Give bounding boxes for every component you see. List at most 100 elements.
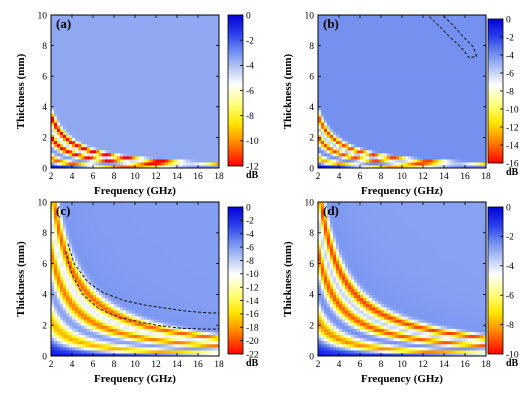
heatmap-cell (147, 15, 151, 19)
heatmap-cell (393, 79, 397, 83)
heatmap-cell (348, 88, 352, 93)
heatmap-cell (138, 94, 142, 99)
heatmap-cell (150, 109, 154, 114)
heatmap-cell (408, 51, 412, 56)
heatmap-cell (162, 164, 166, 168)
heatmap-cell (411, 21, 415, 25)
heatmap-cell (180, 109, 184, 114)
heatmap-cell (216, 79, 219, 83)
heatmap-cell (420, 119, 424, 123)
heatmap-cell (195, 63, 199, 68)
heatmap-cell (144, 122, 148, 126)
heatmap-cell (390, 27, 394, 31)
heatmap-cell (336, 94, 340, 99)
heatmap-cell (171, 57, 175, 62)
heatmap-cell (165, 39, 169, 44)
heatmap-cell (327, 106, 331, 111)
heatmap-cell (144, 24, 148, 28)
heatmap-cell (366, 79, 370, 83)
heatmap-cell (93, 30, 97, 34)
heatmap-cell (111, 79, 115, 83)
heatmap-cell (186, 76, 190, 80)
heatmap-cell (318, 42, 322, 47)
heatmap-cell (435, 143, 439, 148)
heatmap-cell (63, 158, 67, 163)
heatmap-cell (414, 152, 418, 157)
heatmap-cell (366, 106, 370, 111)
heatmap-cell (180, 131, 184, 135)
heatmap-cell (369, 125, 373, 129)
heatmap-cell (435, 73, 439, 77)
heatmap-cell (213, 48, 217, 53)
heatmap-cell (399, 134, 403, 138)
heatmap-cell (174, 140, 178, 145)
heatmap-cell (360, 143, 364, 148)
heatmap-cell (180, 39, 184, 44)
heatmap-cell (414, 45, 418, 50)
heatmap-cell (420, 63, 424, 68)
heatmap-cell (405, 76, 409, 80)
heatmap-cell (114, 112, 118, 117)
heatmap-cell (87, 48, 91, 53)
heatmap-cell (366, 158, 370, 163)
heatmap-cell (159, 42, 163, 47)
heatmap-cell (87, 42, 91, 47)
heatmap-cell (165, 161, 169, 166)
heatmap-cell (366, 63, 370, 68)
heatmap-cell (117, 164, 121, 168)
heatmap-cell (87, 21, 91, 25)
heatmap-cell (342, 60, 346, 65)
heatmap-cell (213, 54, 217, 59)
heatmap-cell (360, 27, 364, 31)
heatmap-cell (129, 125, 133, 129)
heatmap-cell (117, 42, 121, 47)
heatmap-cell (135, 33, 139, 38)
heatmap-cell (441, 39, 445, 44)
heatmap-cell (123, 21, 127, 25)
heatmap-cell (396, 146, 400, 151)
heatmap-cell (144, 119, 148, 123)
heatmap-cell (378, 27, 382, 31)
heatmap-cell (198, 125, 202, 129)
heatmap-cell (177, 158, 181, 163)
heatmap-cell (393, 24, 397, 28)
heatmap-cell (432, 67, 436, 71)
heatmap-cell (327, 122, 331, 126)
heatmap-cell (78, 164, 82, 168)
heatmap-cell (192, 67, 196, 71)
heatmap-cell (153, 155, 157, 160)
heatmap-cell (357, 140, 361, 145)
heatmap-cell (324, 106, 328, 111)
heatmap-cell (381, 106, 385, 111)
heatmap-cell (210, 115, 214, 120)
heatmap-cell (69, 97, 73, 102)
heatmap-cell (408, 18, 412, 22)
heatmap-cell (75, 79, 79, 83)
heatmap-cell (114, 109, 118, 114)
heatmap-cell (177, 67, 181, 71)
heatmap-cell (426, 103, 430, 108)
heatmap-cell (177, 48, 181, 53)
y-tick-label: 10 (38, 11, 48, 21)
heatmap-cell (216, 119, 219, 123)
heatmap-cell (207, 149, 211, 154)
heatmap-cell (399, 45, 403, 50)
heatmap-cell (57, 103, 61, 108)
heatmap-cell (321, 88, 325, 93)
heatmap-cell (180, 134, 184, 138)
heatmap-cell (81, 27, 85, 31)
heatmap-cell (378, 158, 382, 163)
heatmap-cell (198, 82, 202, 86)
heatmap-cell (108, 79, 112, 83)
heatmap-cell (72, 42, 76, 47)
heatmap-cell (405, 109, 409, 114)
x-tick-label: 16 (193, 172, 203, 182)
heatmap-cell (69, 122, 73, 126)
heatmap-cell (381, 161, 385, 166)
heatmap-cell (195, 67, 199, 71)
heatmap-cell (156, 79, 160, 83)
heatmap-cell (120, 103, 124, 108)
heatmap-cell (345, 39, 349, 44)
heatmap-cell (336, 18, 340, 22)
heatmap-cell (99, 70, 103, 74)
